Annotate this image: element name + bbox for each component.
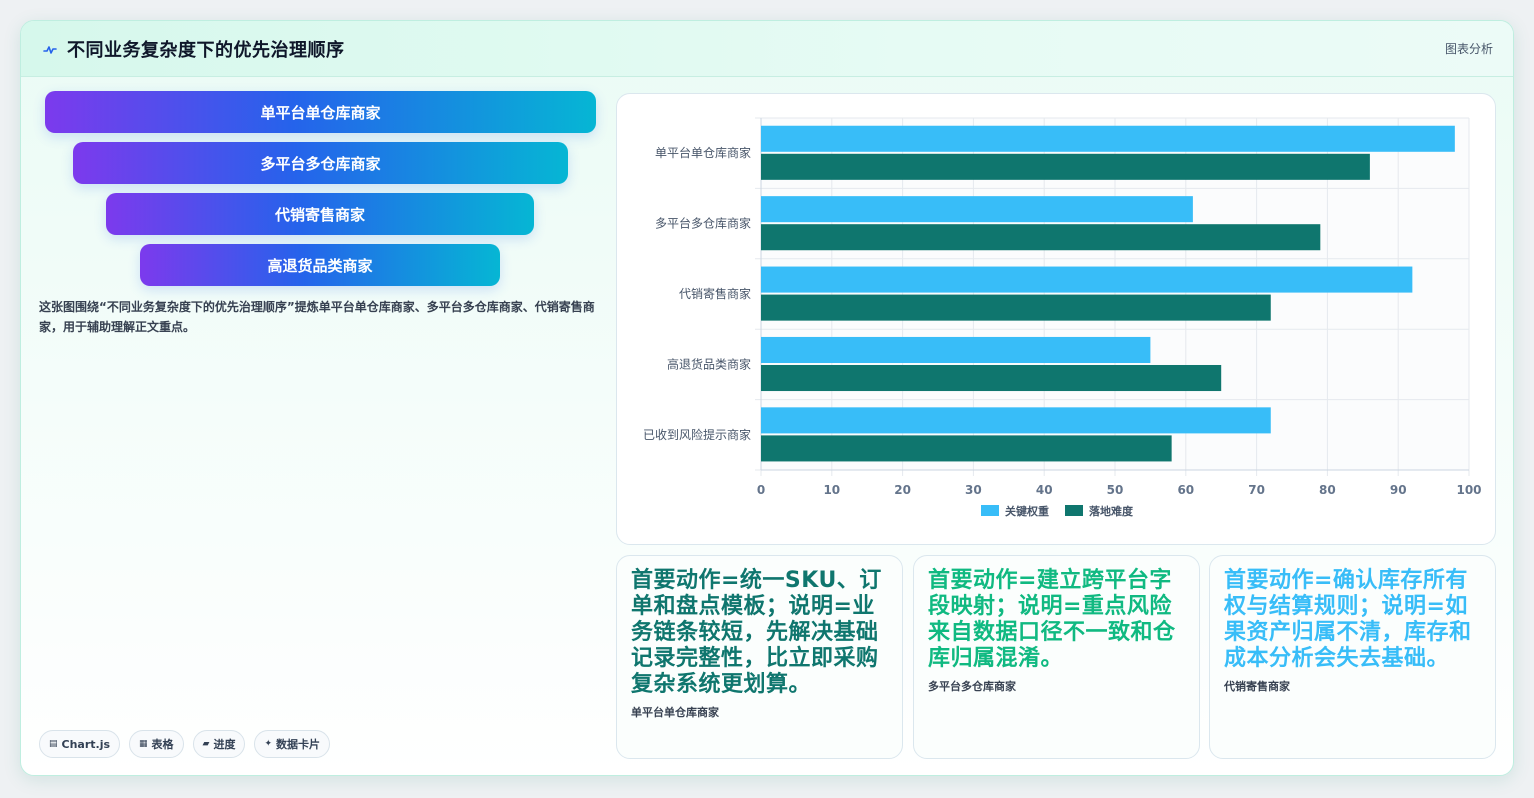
tag-label: Chart.js (61, 737, 111, 751)
chart-icon: ▤ (49, 739, 58, 749)
bar (761, 196, 1193, 223)
info-card: 首要动作=确认库存所有权与结算规则；说明=如果资产归属不清，库存和成本分析会失去… (1209, 555, 1496, 759)
tag-label: 数据卡片 (276, 738, 321, 751)
x-tick-label: 60 (1177, 483, 1194, 497)
bar (761, 294, 1271, 321)
x-tick-label: 30 (965, 483, 982, 497)
tag-chartjs[interactable]: ▤ Chart.js (39, 730, 121, 758)
info-card-label: 代销寄售商家 (1224, 680, 1290, 693)
y-tick-label: 高退货品类商家 (667, 356, 751, 371)
info-card-text: 首要动作=建立跨平台字段映射；说明=重点风险来自数据口径不一致和仓库归属混淆。 (928, 568, 1176, 671)
bar (761, 407, 1271, 434)
tag-list: ▤ Chart.js ▦ 表格 ▰ 进度 ✦ 数据卡片 (39, 730, 331, 758)
x-tick-label: 100 (1456, 483, 1481, 497)
progress-icon: ▰ (202, 739, 210, 749)
info-card-text: 首要动作=确认库存所有权与结算规则；说明=如果资产归属不清，库存和成本分析会失去… (1224, 568, 1472, 671)
funnel-step: 单平台单仓库商家 (45, 91, 596, 133)
funnel-step: 代销寄售商家 (106, 193, 534, 235)
card-icon: ✦ (264, 739, 273, 749)
legend-swatch (981, 505, 999, 516)
bar-chart: 0 10 20 30 40 50 60 70 80 90 100 单平台单仓库商家多平台多仓库商家代销… (643, 117, 1482, 518)
tag-label: 表格 (151, 738, 174, 751)
info-card-label: 多平台多仓库商家 (928, 680, 1016, 693)
bar (761, 336, 1151, 363)
header-title-group: 不同业务复杂度下的优先治理顺序 (43, 36, 345, 62)
x-tick-label: 20 (894, 483, 911, 497)
info-card: 首要动作=统一SKU、订单和盘点模板；说明=业务链条较短，先解决基础记录完整性，… (616, 555, 903, 759)
y-tick-label: 多平台多仓库商家 (655, 216, 751, 231)
bar (761, 153, 1370, 180)
chart-analysis-link[interactable]: 图表分析 (1444, 42, 1493, 56)
x-tick-label: 10 (823, 483, 840, 497)
chart-panel: 0 10 20 30 40 50 60 70 80 90 100 单平台单仓库商家 多平台多仓库商家代销… (616, 93, 1496, 545)
info-card: 首要动作=建立跨平台字段映射；说明=重点风险来自数据口径不一致和仓库归属混淆。 … (913, 555, 1200, 759)
tag-table[interactable]: ▦ 表格 (129, 730, 184, 758)
info-card-label: 单平台单仓库商家 (631, 706, 719, 719)
bar (761, 125, 1455, 152)
y-tick-label: 代销寄售商家 (679, 286, 751, 301)
main-card: 不同业务复杂度下的优先治理顺序 图表分析 单平台单仓库商家 多平台多仓库商家 代… (20, 20, 1514, 776)
x-tick-label: 0 (757, 483, 765, 497)
tag-progress[interactable]: ▰ 进度 (192, 730, 246, 758)
page-title: 不同业务复杂度下的优先治理顺序 (67, 39, 345, 61)
bar (761, 266, 1413, 293)
y-tick-label: 已收到风险提示商家 (643, 427, 751, 442)
pulse-icon (43, 45, 57, 54)
tag-data-card[interactable]: ✦ 数据卡片 (254, 730, 331, 758)
x-tick-label: 90 (1390, 483, 1407, 497)
x-tick-label: 80 (1319, 483, 1336, 497)
x-tick-label: 40 (1036, 483, 1053, 497)
table-icon: ▦ (139, 739, 148, 749)
bar (761, 435, 1172, 462)
info-card-text: 首要动作=统一SKU、订单和盘点模板；说明=业务链条较短，先解决基础记录完整性，… (631, 568, 882, 697)
bar (761, 364, 1222, 392)
x-tick-label: 70 (1248, 483, 1265, 497)
legend-label: 落地难度 (1089, 504, 1134, 518)
card-header: 不同业务复杂度下的优先治理顺序 图表分析 (21, 21, 1513, 77)
y-tick-label: 单平台单仓库商家 (655, 145, 751, 160)
funnel-step: 高退货品类商家 (140, 244, 500, 286)
legend-label: 关键权重 (1005, 504, 1049, 518)
funnel-step: 多平台多仓库商家 (73, 142, 568, 184)
funnel-caption: 这张图围绕“不同业务复杂度下的优先治理顺序”提炼单平台单仓库商家、多平台多仓库商… (39, 300, 595, 334)
legend-swatch (1065, 505, 1083, 516)
bar (761, 224, 1321, 251)
x-tick-label: 50 (1107, 483, 1124, 497)
tag-label: 进度 (213, 738, 236, 751)
